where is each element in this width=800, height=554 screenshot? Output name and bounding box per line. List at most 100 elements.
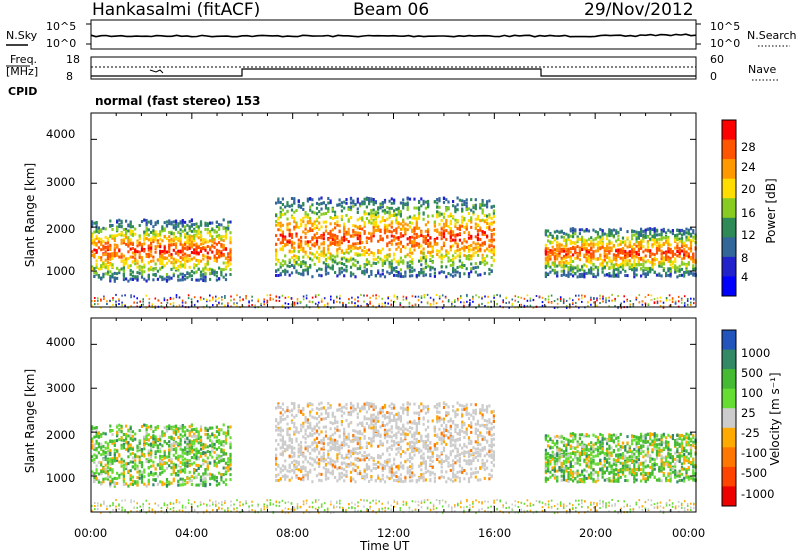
- power-cell: [472, 204, 475, 208]
- power-cell: [196, 300, 199, 303]
- power-cell: [626, 245, 629, 249]
- power-cell: [206, 224, 209, 227]
- power-cell: [361, 200, 364, 204]
- power-cell: [422, 217, 425, 221]
- power-cell: [590, 242, 593, 246]
- power-cell: [156, 244, 159, 248]
- velocity-cell: [131, 434, 134, 438]
- velocity-cell: [143, 470, 146, 474]
- power-cell: [360, 293, 362, 296]
- power-cell: [558, 252, 561, 256]
- power-cell: [359, 227, 362, 230]
- power-cell: [472, 206, 475, 210]
- power-cell: [578, 251, 581, 255]
- power-cell: [574, 256, 577, 260]
- power-cell: [202, 242, 205, 245]
- power-cell: [120, 252, 123, 256]
- velocity-cell: [106, 442, 110, 446]
- power-cell: [487, 301, 489, 304]
- power-cell: [692, 229, 695, 233]
- power-cell: [339, 297, 341, 300]
- power-cell: [197, 278, 200, 282]
- power-cell: [674, 246, 677, 250]
- power-cell: [111, 263, 114, 267]
- velocity-cell: [154, 479, 157, 482]
- power-cell: [184, 235, 187, 239]
- velocity-cell: [193, 432, 196, 436]
- power-cell: [281, 238, 284, 241]
- power-cell: [606, 245, 609, 249]
- power-cell: [163, 264, 166, 268]
- power-cell: [168, 230, 171, 234]
- power-cell: [224, 247, 228, 251]
- power-cell: [377, 260, 380, 264]
- power-cell: [678, 269, 681, 273]
- power-cell: [427, 205, 430, 209]
- power-cell: [583, 255, 586, 259]
- velocity-cell: [116, 433, 119, 437]
- power-cell: [475, 294, 477, 297]
- power-cell: [177, 268, 180, 272]
- velocity-cell: [100, 461, 103, 465]
- velocity-cell: [104, 467, 107, 471]
- power-cell: [374, 212, 377, 216]
- power-cell: [383, 231, 387, 235]
- power-cell: [315, 242, 319, 246]
- power-cell: [349, 271, 353, 275]
- velocity-cell: [181, 469, 184, 473]
- power-cell: [544, 229, 547, 233]
- power-cell: [338, 224, 341, 228]
- power-cell: [575, 301, 577, 304]
- power-cell: [109, 219, 112, 223]
- power-cell: [465, 245, 468, 249]
- power-cell: [505, 296, 507, 299]
- power-cell: [349, 265, 353, 269]
- power-cb-tick-12: 12: [741, 228, 756, 242]
- power-cell: [116, 244, 119, 248]
- power-cell: [93, 252, 96, 256]
- power-cell: [324, 253, 328, 257]
- power-cell: [445, 208, 448, 212]
- power-cell: [606, 233, 609, 237]
- power-cell: [418, 245, 421, 249]
- power-cell: [197, 252, 200, 256]
- power-cell: [445, 198, 448, 202]
- power-cell: [229, 268, 232, 272]
- velocity-cell: [97, 460, 100, 464]
- power-cell: [277, 228, 280, 232]
- power-cell: [370, 197, 373, 201]
- velocity-cell: [163, 426, 166, 430]
- velocity-cell: [168, 427, 171, 431]
- power-cell: [188, 254, 191, 258]
- power-cell: [281, 248, 284, 252]
- power-cell: [514, 299, 517, 302]
- power-cell: [413, 229, 416, 233]
- power-cell: [374, 257, 377, 261]
- power-cell: [483, 257, 486, 260]
- power-cell: [651, 228, 654, 231]
- power-cell: [290, 263, 294, 267]
- power-cell: [375, 297, 377, 300]
- power-cell: [169, 298, 172, 300]
- power-cell: [354, 233, 357, 237]
- velocity-cell: [181, 434, 184, 438]
- power-cell: [449, 232, 452, 236]
- velocity-cell: [174, 424, 178, 428]
- velocity-cell: [163, 449, 166, 453]
- power-cell: [293, 258, 296, 262]
- power-cell: [300, 239, 303, 243]
- power-cell: [304, 224, 307, 228]
- power-cell: [514, 295, 517, 298]
- velocity-cell: [170, 448, 173, 452]
- velocity-cell: [159, 454, 162, 458]
- power-cell: [102, 244, 105, 248]
- velocity-cell: [127, 449, 130, 453]
- velocity-cell: [184, 482, 187, 486]
- power-cell: [218, 277, 221, 281]
- power-cell: [196, 306, 199, 309]
- power-cell: [490, 229, 493, 232]
- power-cell: [659, 305, 662, 307]
- power-cell: [617, 268, 620, 272]
- velocity-cell: [97, 431, 100, 435]
- x-tick-3: 12:00: [377, 526, 411, 540]
